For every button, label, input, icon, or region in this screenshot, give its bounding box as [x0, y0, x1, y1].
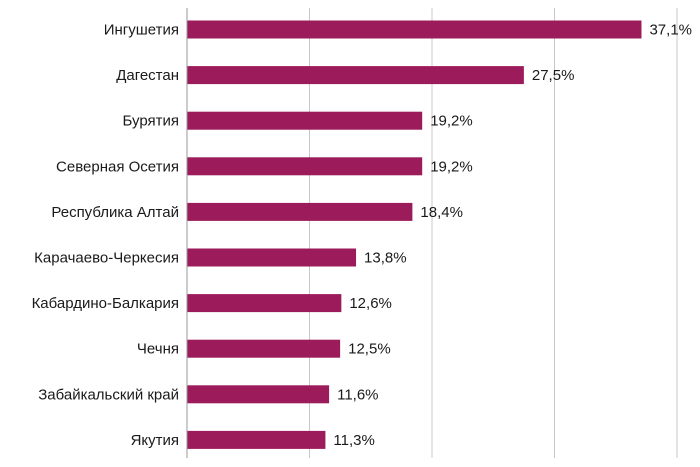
value-label: 19,2%: [430, 158, 473, 175]
category-label: Северная Осетия: [56, 158, 179, 175]
category-label: Чечня: [137, 341, 179, 358]
bar: [187, 294, 342, 313]
value-label: 11,3%: [333, 432, 374, 449]
bar: [187, 157, 423, 176]
value-label: 11,6%: [337, 386, 378, 403]
category-label: Дагестан: [116, 67, 179, 84]
category-label: Ингушетия: [104, 22, 179, 39]
category-label: Карачаево-Черкесия: [34, 250, 179, 267]
value-label: 13,8%: [364, 250, 407, 267]
bar: [187, 66, 524, 85]
category-label: Бурятия: [122, 113, 179, 130]
category-label: Кабардино-Балкария: [32, 295, 179, 312]
bar: [187, 339, 341, 358]
bar: [187, 202, 413, 221]
value-label: 18,4%: [420, 204, 463, 221]
category-label: Якутия: [131, 432, 179, 449]
bar: [187, 385, 330, 404]
category-label: Республика Алтай: [51, 204, 179, 221]
value-label: 12,5%: [348, 341, 391, 358]
labels: Ингушетия 37,1% Дагестан 27,5% Бурятия 19,2% С…: [32, 22, 692, 449]
bar: [187, 20, 642, 39]
value-label: 27,5%: [532, 67, 575, 84]
value-label: 19,2%: [430, 113, 473, 130]
bar: [187, 430, 326, 449]
bar: [187, 111, 423, 130]
bars: [187, 20, 642, 449]
value-label: 37,1%: [649, 22, 692, 39]
bar: [187, 248, 357, 267]
value-label: 12,6%: [349, 295, 392, 312]
category-label: Забайкальский край: [38, 386, 179, 403]
